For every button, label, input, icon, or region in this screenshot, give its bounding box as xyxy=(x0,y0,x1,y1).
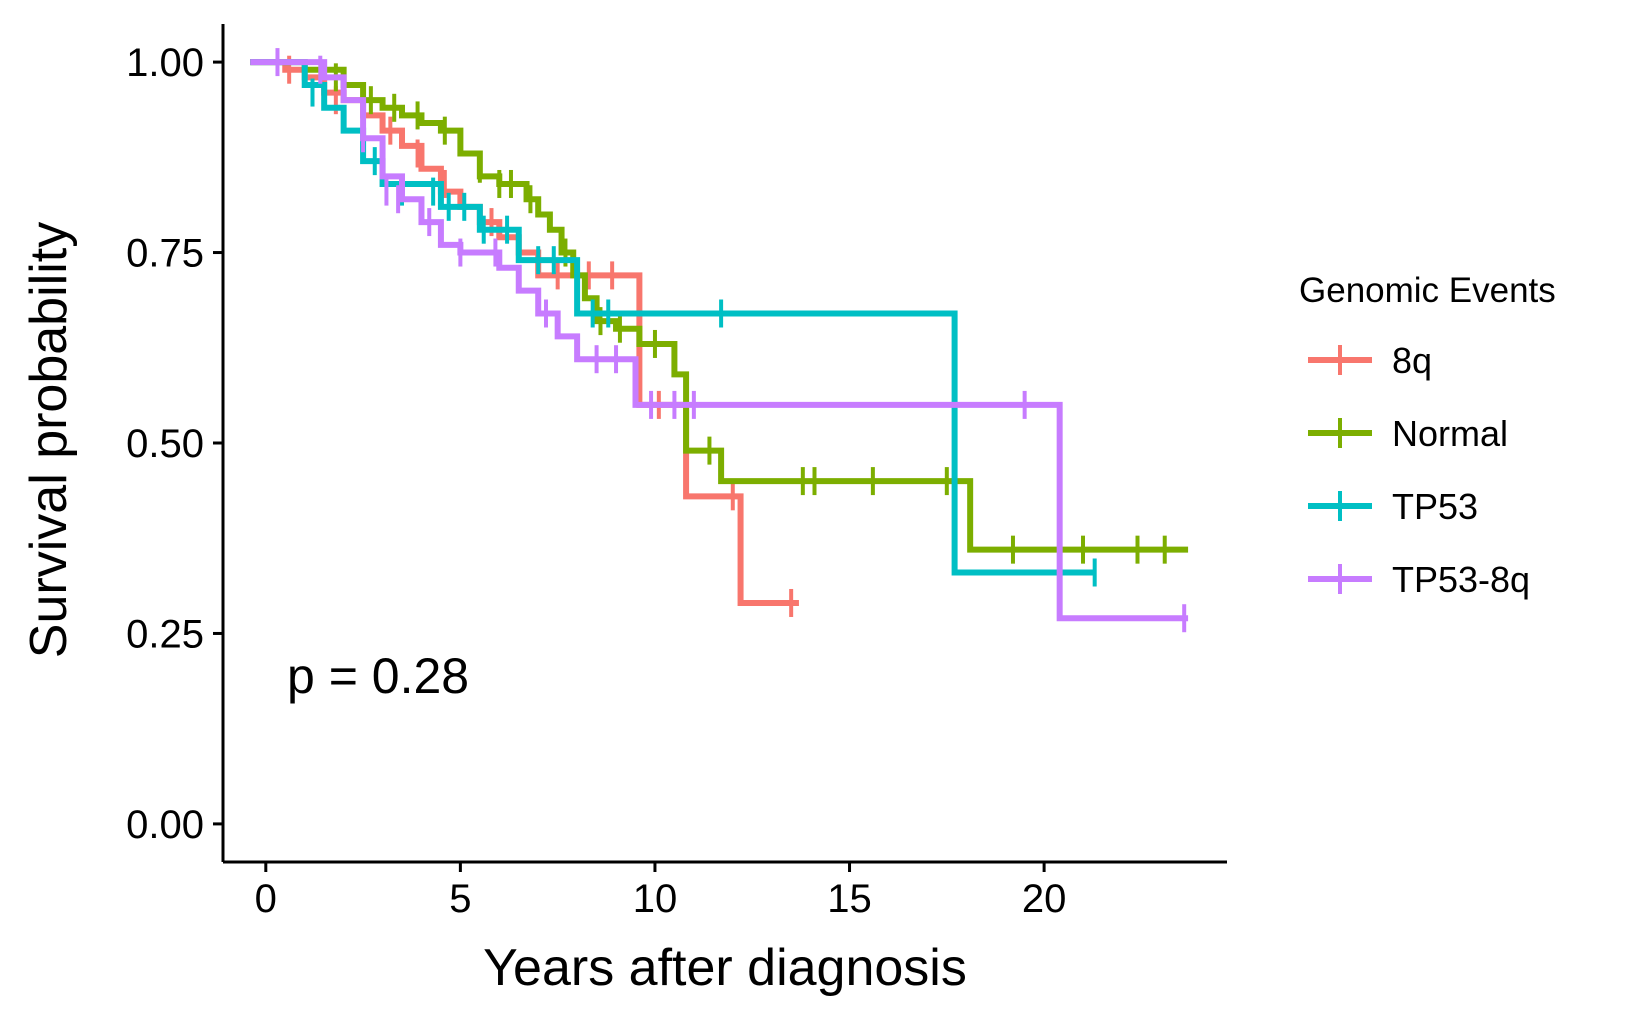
series-line-normal xyxy=(250,59,1189,553)
series-line-tp53 xyxy=(250,59,1095,576)
x-tick-label: 20 xyxy=(1022,877,1067,921)
legend-label-normal: Normal xyxy=(1392,413,1508,454)
y-tick-label: 0.75 xyxy=(126,232,204,276)
p-value-annotation: p = 0.28 xyxy=(287,648,469,704)
y-tick-label: 1.00 xyxy=(126,41,204,85)
legend: Genomic Events 8q Normal TP53 TP53-8q xyxy=(1299,271,1556,600)
series-line-tp53-8q xyxy=(250,59,1189,622)
x-tick-label: 0 xyxy=(255,877,277,921)
legend-label-8q: 8q xyxy=(1392,340,1432,381)
legend-title: Genomic Events xyxy=(1299,271,1556,310)
x-tick-label: 5 xyxy=(449,877,471,921)
legend-label-tp53: TP53 xyxy=(1392,486,1478,527)
x-axis-title: Years after diagnosis xyxy=(483,939,967,997)
legend-label-tp53-8q: TP53-8q xyxy=(1392,559,1530,600)
x-tick-label: 15 xyxy=(827,877,872,921)
y-axis-title: Survival probability xyxy=(20,222,78,658)
plot-axes-group: 0.00 0.25 0.50 0.75 1.00 0 5 10 15 20 xyxy=(126,24,1227,921)
x-tick-label: 10 xyxy=(633,877,678,921)
series-line-8q xyxy=(250,59,799,606)
y-tick-label: 0.50 xyxy=(126,422,204,466)
y-tick-label: 0.25 xyxy=(126,612,204,656)
y-tick-label: 0.00 xyxy=(126,803,204,847)
plot-series-group xyxy=(250,48,1189,633)
